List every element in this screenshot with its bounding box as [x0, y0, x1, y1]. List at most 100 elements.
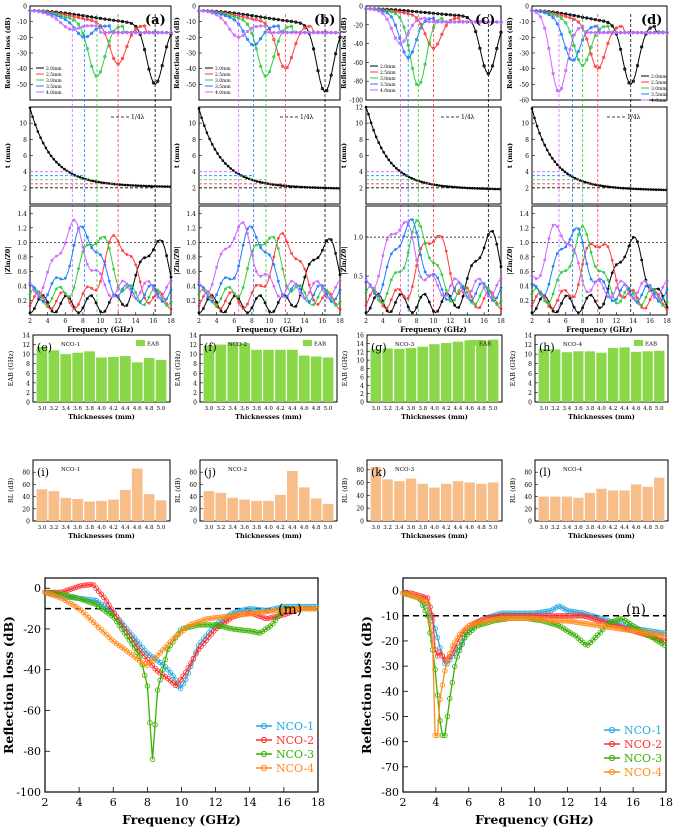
impedance-series-marker — [389, 310, 393, 313]
impedance-series-line — [365, 220, 502, 298]
rl-series-marker — [254, 42, 258, 46]
series-marker — [595, 617, 601, 623]
series-marker — [429, 638, 436, 644]
x-tick-label: 3.0 — [38, 525, 47, 531]
panel-letter: (c) — [475, 13, 495, 28]
impedance-series-marker — [223, 299, 227, 303]
y-axis-title: Reflection loss (dB) — [1, 616, 16, 754]
rl-series-marker — [597, 18, 602, 22]
impedance-series-marker — [615, 263, 618, 267]
x-tick-label: 4.6 — [465, 525, 474, 531]
series-marker — [206, 634, 212, 640]
impedance-series-marker — [547, 301, 551, 305]
impedance-series-marker — [589, 277, 593, 281]
series-marker — [587, 615, 594, 621]
rl-series-marker — [241, 29, 245, 33]
quarter-wave-marker — [137, 184, 140, 188]
impedance-series-marker — [478, 282, 482, 286]
impedance-series-marker — [619, 294, 622, 297]
rl-series-marker — [482, 20, 486, 24]
rl-series-marker — [98, 25, 103, 29]
impedance-series-marker — [320, 284, 324, 288]
y-tick-label: -10 — [381, 610, 399, 623]
rl-series-marker — [259, 19, 263, 23]
bar — [441, 483, 452, 521]
rl-series-marker — [448, 20, 452, 24]
impedance-series-marker — [436, 263, 440, 267]
impedance-series-marker — [250, 306, 254, 310]
series-marker — [469, 622, 475, 628]
quarter-wave-marker — [203, 124, 206, 127]
impedance-series-marker — [572, 295, 576, 299]
quarter-wave-marker — [543, 143, 546, 147]
rl-series-marker — [423, 16, 427, 20]
series-marker — [244, 628, 250, 634]
bar — [394, 481, 405, 521]
rl-series-marker — [281, 30, 285, 35]
rl-series-marker — [197, 9, 201, 13]
series-marker — [206, 622, 212, 628]
quarter-wave-marker — [276, 183, 280, 187]
x-tick-label: 16 — [626, 796, 640, 809]
impedance-series-marker — [294, 257, 298, 261]
y-tick-label: 1.0 — [186, 240, 196, 247]
impedance-series-marker — [276, 246, 280, 250]
series-marker — [466, 622, 473, 629]
rl-series-marker — [307, 30, 311, 35]
rl-series-marker — [410, 50, 414, 54]
rl-series-marker — [276, 30, 280, 35]
series-marker — [303, 605, 309, 612]
legend-label: 2.0mm — [651, 74, 667, 80]
series-marker — [437, 649, 443, 655]
impedance-series-marker — [338, 307, 342, 311]
impedance-series-marker — [394, 301, 397, 304]
series-marker — [254, 629, 261, 636]
quarter-wave-marker — [245, 176, 248, 180]
x-tick-label: 14 — [463, 318, 471, 325]
rl-series-marker — [85, 34, 89, 39]
y-tick-label: -20 — [353, 22, 363, 29]
impedance-series-marker — [55, 299, 58, 303]
legend-label: EAB — [645, 342, 657, 348]
rl-series-marker — [461, 14, 465, 18]
thickness-axis-title: t (mm) — [506, 143, 514, 168]
series-marker — [420, 602, 426, 608]
impedance-series-marker — [138, 280, 142, 284]
x-tick-label: 4.2 — [109, 525, 118, 531]
impedance-series-marker — [254, 243, 258, 247]
panel-letter: (n) — [626, 602, 646, 618]
impedance-series-marker — [610, 299, 614, 303]
impedance-series-marker — [482, 296, 486, 300]
y-tick-label: 80 — [189, 470, 197, 477]
rl-series-marker — [635, 30, 640, 35]
x-tick-label: 4 — [381, 318, 385, 325]
series-marker — [280, 607, 286, 613]
legend-marker — [260, 736, 268, 744]
y-tick-label: 60 — [524, 482, 532, 489]
quarter-wave-marker — [68, 171, 71, 174]
impedance-series-marker — [589, 242, 593, 246]
rl-series-marker — [385, 11, 389, 15]
legend-label: 4.0mm — [215, 90, 231, 96]
series-marker — [195, 619, 202, 625]
rl-series-marker — [564, 46, 568, 50]
panel-letter: (m) — [278, 602, 302, 618]
series-marker — [555, 613, 561, 619]
rl-series-marker — [414, 19, 419, 23]
legend-label: NCO-1 — [276, 720, 314, 733]
bar — [203, 345, 215, 402]
x-axis-title: Frequency (GHz) — [122, 812, 241, 827]
impedance-series-marker — [160, 239, 164, 243]
legend-marker — [608, 768, 616, 776]
impedance-series-marker — [560, 234, 563, 238]
x-tick-label: 4.4 — [121, 406, 130, 412]
x-tick-label: 2 — [400, 796, 407, 809]
bar — [203, 491, 215, 521]
impedance-series-marker — [85, 262, 89, 266]
impedance-series-marker — [648, 298, 652, 302]
x-tick-label: 3.0 — [371, 406, 380, 412]
impedance-series-marker — [85, 235, 89, 239]
quarter-wave-marker — [491, 187, 494, 191]
rl-series-marker — [495, 20, 499, 24]
y-tick-label: 0.2 — [519, 298, 529, 305]
